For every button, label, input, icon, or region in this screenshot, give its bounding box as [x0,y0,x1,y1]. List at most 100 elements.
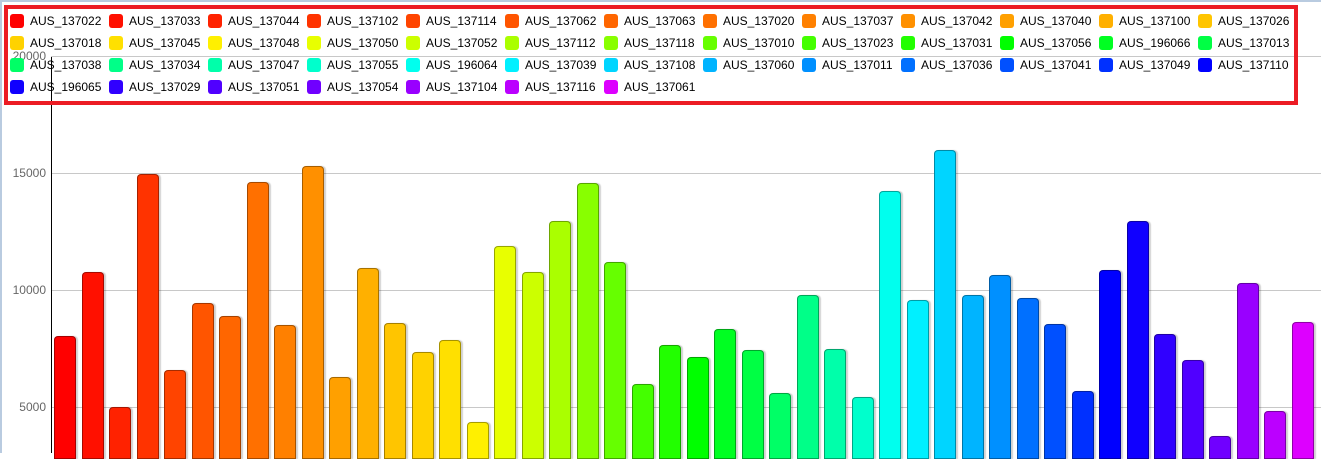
legend-item[interactable]: AUS_137022 [10,13,101,29]
legend-item[interactable]: AUS_196065 [10,79,101,95]
bar-aus-196065[interactable] [1126,220,1149,459]
legend-highlight-box [4,5,1298,105]
legend-swatch-icon [307,36,321,50]
legend-item[interactable]: AUS_137045 [109,35,200,51]
bar-aus-137036[interactable] [1016,297,1039,459]
bar-aus-137023[interactable] [631,383,654,459]
legend-item[interactable]: AUS_137054 [307,79,398,95]
legend-item[interactable]: AUS_137018 [10,35,101,51]
legend-item[interactable]: AUS_137023 [802,35,893,51]
bar-aus-137050[interactable] [494,245,516,459]
legend-item[interactable]: AUS_137056 [1000,35,1091,51]
legend-item[interactable]: AUS_137116 [505,79,596,95]
legend-item[interactable]: AUS_137061 [604,79,695,95]
legend-item[interactable]: AUS_137039 [505,57,596,73]
bar-aus-137108[interactable] [934,149,956,459]
legend-item[interactable]: AUS_137047 [208,57,299,73]
legend-label: AUS_137039 [525,58,597,72]
legend-item[interactable]: AUS_137041 [1000,57,1091,73]
legend-item[interactable]: AUS_137114 [406,13,497,29]
legend-item[interactable]: AUS_137040 [1000,13,1091,29]
bar-aus-137110[interactable] [1099,269,1121,459]
legend-item[interactable]: AUS_137042 [901,13,992,29]
bar-aus-137051[interactable] [1181,359,1204,459]
legend-item[interactable]: AUS_137118 [604,35,695,51]
bar-aus-137118[interactable] [576,183,599,459]
legend-item[interactable]: AUS_137062 [505,13,596,29]
bar-aus-137011[interactable] [989,274,1011,459]
bar-aus-137100[interactable] [356,267,379,459]
bar-aus-137013[interactable] [741,349,764,459]
bar-aus-137049[interactable] [1071,390,1094,459]
legend-swatch-icon [1198,58,1212,72]
bar-aus-137042[interactable] [301,165,324,459]
legend-item[interactable]: AUS_137020 [703,13,794,29]
legend-item[interactable]: AUS_137102 [307,13,398,29]
bar-aus-137062[interactable] [191,302,214,459]
legend-item[interactable]: AUS_137100 [1099,13,1190,29]
bar-aus-137112[interactable] [549,221,571,459]
bar-aus-137054[interactable] [1209,435,1231,459]
legend-item[interactable]: AUS_196064 [406,57,497,73]
legend-item[interactable]: AUS_137011 [802,57,893,73]
bar-aus-137041[interactable] [1044,323,1066,459]
bar-aus-137033[interactable] [81,271,104,459]
bar-aus-137104[interactable] [1236,282,1259,459]
bar-aus-137052[interactable] [521,271,544,459]
bar-aus-137116[interactable] [1264,410,1286,459]
bar-aus-137037[interactable] [274,324,296,459]
bar-aus-137040[interactable] [329,376,351,459]
legend-item[interactable]: AUS_137034 [109,57,200,73]
legend-item[interactable]: AUS_137050 [307,35,398,51]
legend-item[interactable]: AUS_137060 [703,57,794,73]
legend-item[interactable]: AUS_137044 [208,13,299,29]
bar-aus-137044[interactable] [109,406,131,459]
bar-aus-137114[interactable] [164,369,186,459]
legend-label: AUS_137020 [723,14,795,28]
legend-swatch-icon [1000,14,1014,28]
legend-item[interactable]: AUS_137052 [406,35,497,51]
bar-aus-137031[interactable] [659,344,681,459]
legend-item[interactable]: AUS_137036 [901,57,992,73]
legend-item[interactable]: AUS_137112 [505,35,596,51]
bar-aus-137020[interactable] [246,181,269,459]
bar-aus-137045[interactable] [439,339,461,459]
legend-item[interactable]: AUS_137029 [109,79,200,95]
window-top-border [0,0,1321,2]
legend-item[interactable]: AUS_137108 [604,57,695,73]
bar-aus-137039[interactable] [906,299,929,459]
legend-item[interactable]: AUS_137051 [208,79,299,95]
legend-item[interactable]: AUS_137037 [802,13,893,29]
legend-item[interactable]: AUS_137013 [1198,35,1289,51]
legend-item[interactable]: AUS_137063 [604,13,695,29]
bar-aus-137026[interactable] [384,322,406,459]
bar-aus-196066[interactable] [714,328,736,459]
bar-aus-137063[interactable] [219,315,241,459]
bar-aus-137047[interactable] [824,348,846,459]
bar-aus-137018[interactable] [411,351,434,459]
bar-aus-137022[interactable] [54,335,76,459]
legend-item[interactable]: AUS_137104 [406,79,497,95]
bar-aus-137029[interactable] [1154,334,1176,459]
legend-swatch-icon [208,58,222,72]
legend-item[interactable]: AUS_137055 [307,57,398,73]
bar-aus-137010[interactable] [604,261,626,459]
bar-aus-137038[interactable] [769,392,791,459]
bar-aus-137060[interactable] [961,294,984,459]
legend-item[interactable]: AUS_137048 [208,35,299,51]
legend-item[interactable]: AUS_137049 [1099,57,1190,73]
bar-aus-137061[interactable] [1291,321,1314,459]
bar-aus-137055[interactable] [851,396,874,459]
legend-item[interactable]: AUS_137031 [901,35,992,51]
bar-aus-137056[interactable] [686,356,709,459]
legend-item[interactable]: AUS_137038 [10,57,101,73]
bar-aus-137102[interactable] [136,173,159,459]
bar-aus-137034[interactable] [796,294,819,459]
legend-item[interactable]: AUS_137026 [1198,13,1289,29]
legend-item[interactable]: AUS_196066 [1099,35,1190,51]
legend-item[interactable]: AUS_137033 [109,13,200,29]
legend-item[interactable]: AUS_137110 [1198,57,1289,73]
legend-item[interactable]: AUS_137010 [703,35,794,51]
bar-aus-196064[interactable] [879,190,901,459]
bar-aus-137048[interactable] [466,421,489,459]
